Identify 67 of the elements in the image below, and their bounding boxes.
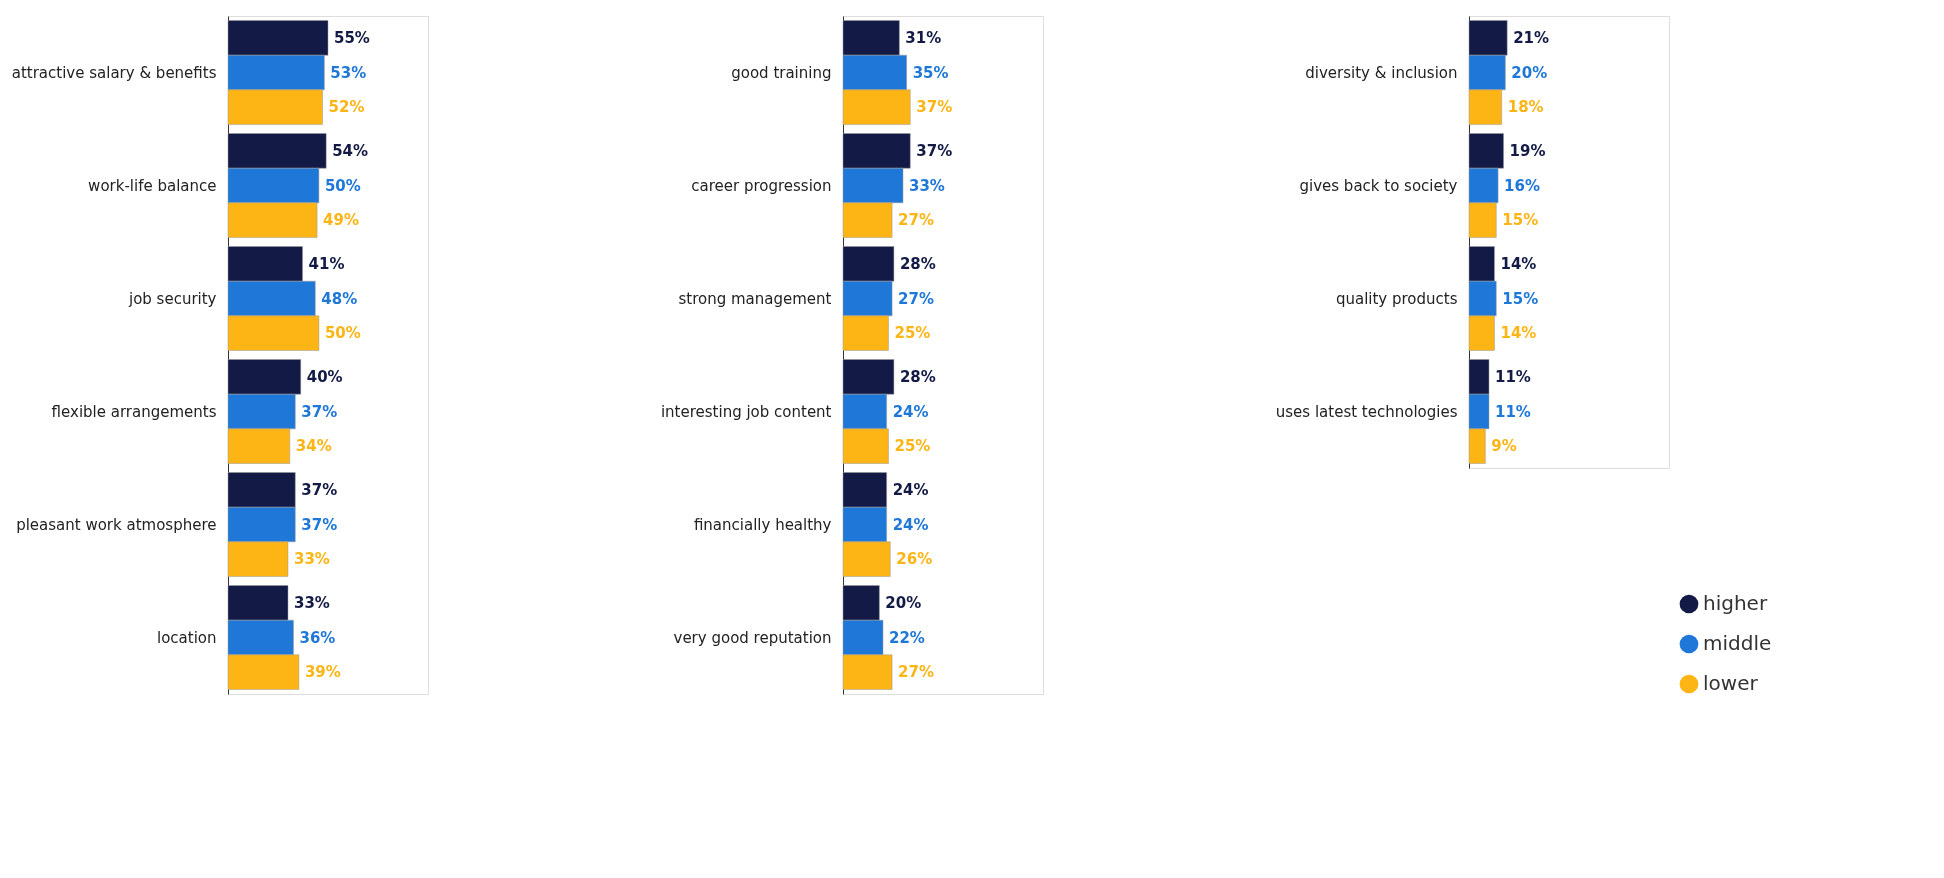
data-label: 16%: [1504, 176, 1540, 195]
data-label: 25%: [894, 324, 931, 343]
legend-label: lower: [1703, 671, 1759, 695]
data-label: 14%: [1500, 254, 1537, 273]
data-label: 54%: [332, 141, 369, 160]
data-label: 25%: [894, 437, 931, 456]
data-label: 33%: [294, 550, 330, 569]
y-tick-label: diversity & inclusion: [1305, 63, 1458, 82]
y-tick-label: pleasant work atmosphere: [16, 515, 217, 534]
data-label: 34%: [295, 437, 332, 456]
data-label: 37%: [301, 402, 338, 421]
data-label: 28%: [899, 367, 936, 386]
data-label: 39%: [304, 663, 341, 682]
data-label: 19%: [1509, 141, 1546, 160]
data-label: 11%: [1495, 402, 1531, 421]
data-label: 15%: [1502, 211, 1539, 230]
data-label: 37%: [916, 98, 953, 117]
y-tick-label: good training: [731, 63, 832, 82]
y-tick-label: work-life balance: [88, 176, 217, 195]
data-label: 37%: [916, 141, 953, 160]
data-label: 37%: [301, 480, 338, 499]
data-label: 35%: [912, 63, 949, 82]
y-tick-label: interesting job content: [660, 402, 832, 421]
y-tick-label: flexible arrangements: [51, 402, 217, 421]
y-tick-label: financially healthy: [693, 515, 832, 534]
y-tick-label: strong management: [678, 289, 832, 308]
data-label: 27%: [898, 663, 934, 682]
data-label: 41%: [308, 254, 345, 273]
y-tick-label: quality products: [1335, 289, 1458, 308]
data-label: 37%: [301, 515, 338, 534]
data-label: 27%: [898, 211, 934, 230]
data-label: 28%: [899, 254, 936, 273]
y-tick-label: job security: [127, 289, 217, 308]
data-label: 33%: [294, 593, 330, 612]
data-label: 53%: [330, 63, 367, 82]
data-label: 33%: [909, 176, 945, 195]
data-label: 15%: [1502, 289, 1539, 308]
legend-label: middle: [1703, 631, 1772, 655]
data-label: 21%: [1513, 28, 1550, 47]
data-label: 9%: [1491, 437, 1517, 456]
data-label: 40%: [306, 367, 343, 386]
data-label: 14%: [1500, 324, 1537, 343]
data-label: 18%: [1507, 98, 1544, 117]
y-tick-label: location: [156, 628, 217, 647]
data-label: 50%: [324, 324, 361, 343]
data-label: 48%: [321, 289, 358, 308]
data-label: 55%: [334, 28, 370, 47]
data-label: 26%: [896, 550, 933, 569]
legend-label: higher: [1703, 591, 1768, 615]
y-tick-label: attractive salary & benefits: [11, 63, 217, 82]
y-tick-label: uses latest technologies: [1275, 402, 1458, 421]
data-label: 22%: [889, 628, 925, 647]
data-label: 24%: [892, 402, 929, 421]
data-label: 24%: [892, 480, 929, 499]
data-label: 49%: [323, 211, 359, 230]
data-label: 31%: [905, 28, 942, 47]
data-label: 36%: [299, 628, 336, 647]
data-label: 50%: [324, 176, 361, 195]
data-label: 20%: [1511, 63, 1548, 82]
data-label: 20%: [885, 593, 922, 612]
data-label: 11%: [1495, 367, 1531, 386]
data-label: 27%: [898, 289, 934, 308]
y-tick-label: very good reputation: [673, 628, 832, 647]
y-tick-label: career progression: [691, 176, 832, 195]
data-label: 52%: [328, 98, 365, 117]
y-tick-label: gives back to society: [1299, 176, 1458, 195]
data-label: 24%: [892, 515, 929, 534]
